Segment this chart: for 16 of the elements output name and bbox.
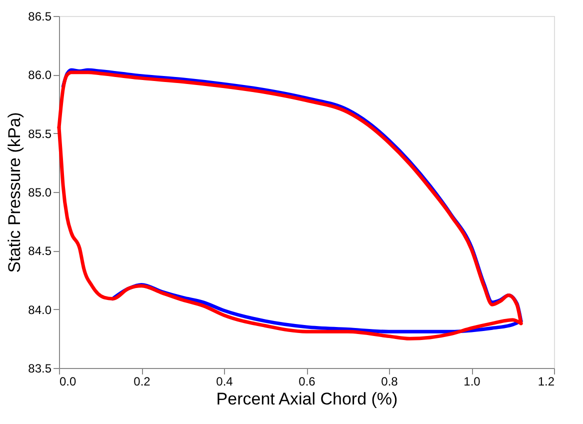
x-axis-title: Percent Axial Chord (%) [216, 390, 398, 408]
y-tick-label: 85.0 [28, 186, 52, 200]
x-tick-label: 0.8 [381, 374, 398, 388]
x-tick-label: 0.0 [60, 374, 77, 388]
x-tick-label: 1.2 [538, 374, 555, 388]
y-tick-label: 83.5 [28, 362, 52, 376]
x-tick-label: 0.4 [216, 374, 234, 388]
x-tick-label: 0.2 [134, 374, 151, 388]
x-tick-label: 0.6 [298, 374, 316, 388]
y-axis-title: Static Pressure (kPa) [5, 112, 24, 273]
y-tick-label: 86.0 [28, 68, 52, 82]
x-tick-label: 1.0 [464, 374, 481, 388]
y-tick-label: 84.5 [28, 244, 52, 258]
y-tick-label: 84.0 [28, 302, 52, 317]
y-tick-label: 85.5 [28, 126, 52, 141]
y-tick-label: 86.5 [28, 10, 52, 24]
